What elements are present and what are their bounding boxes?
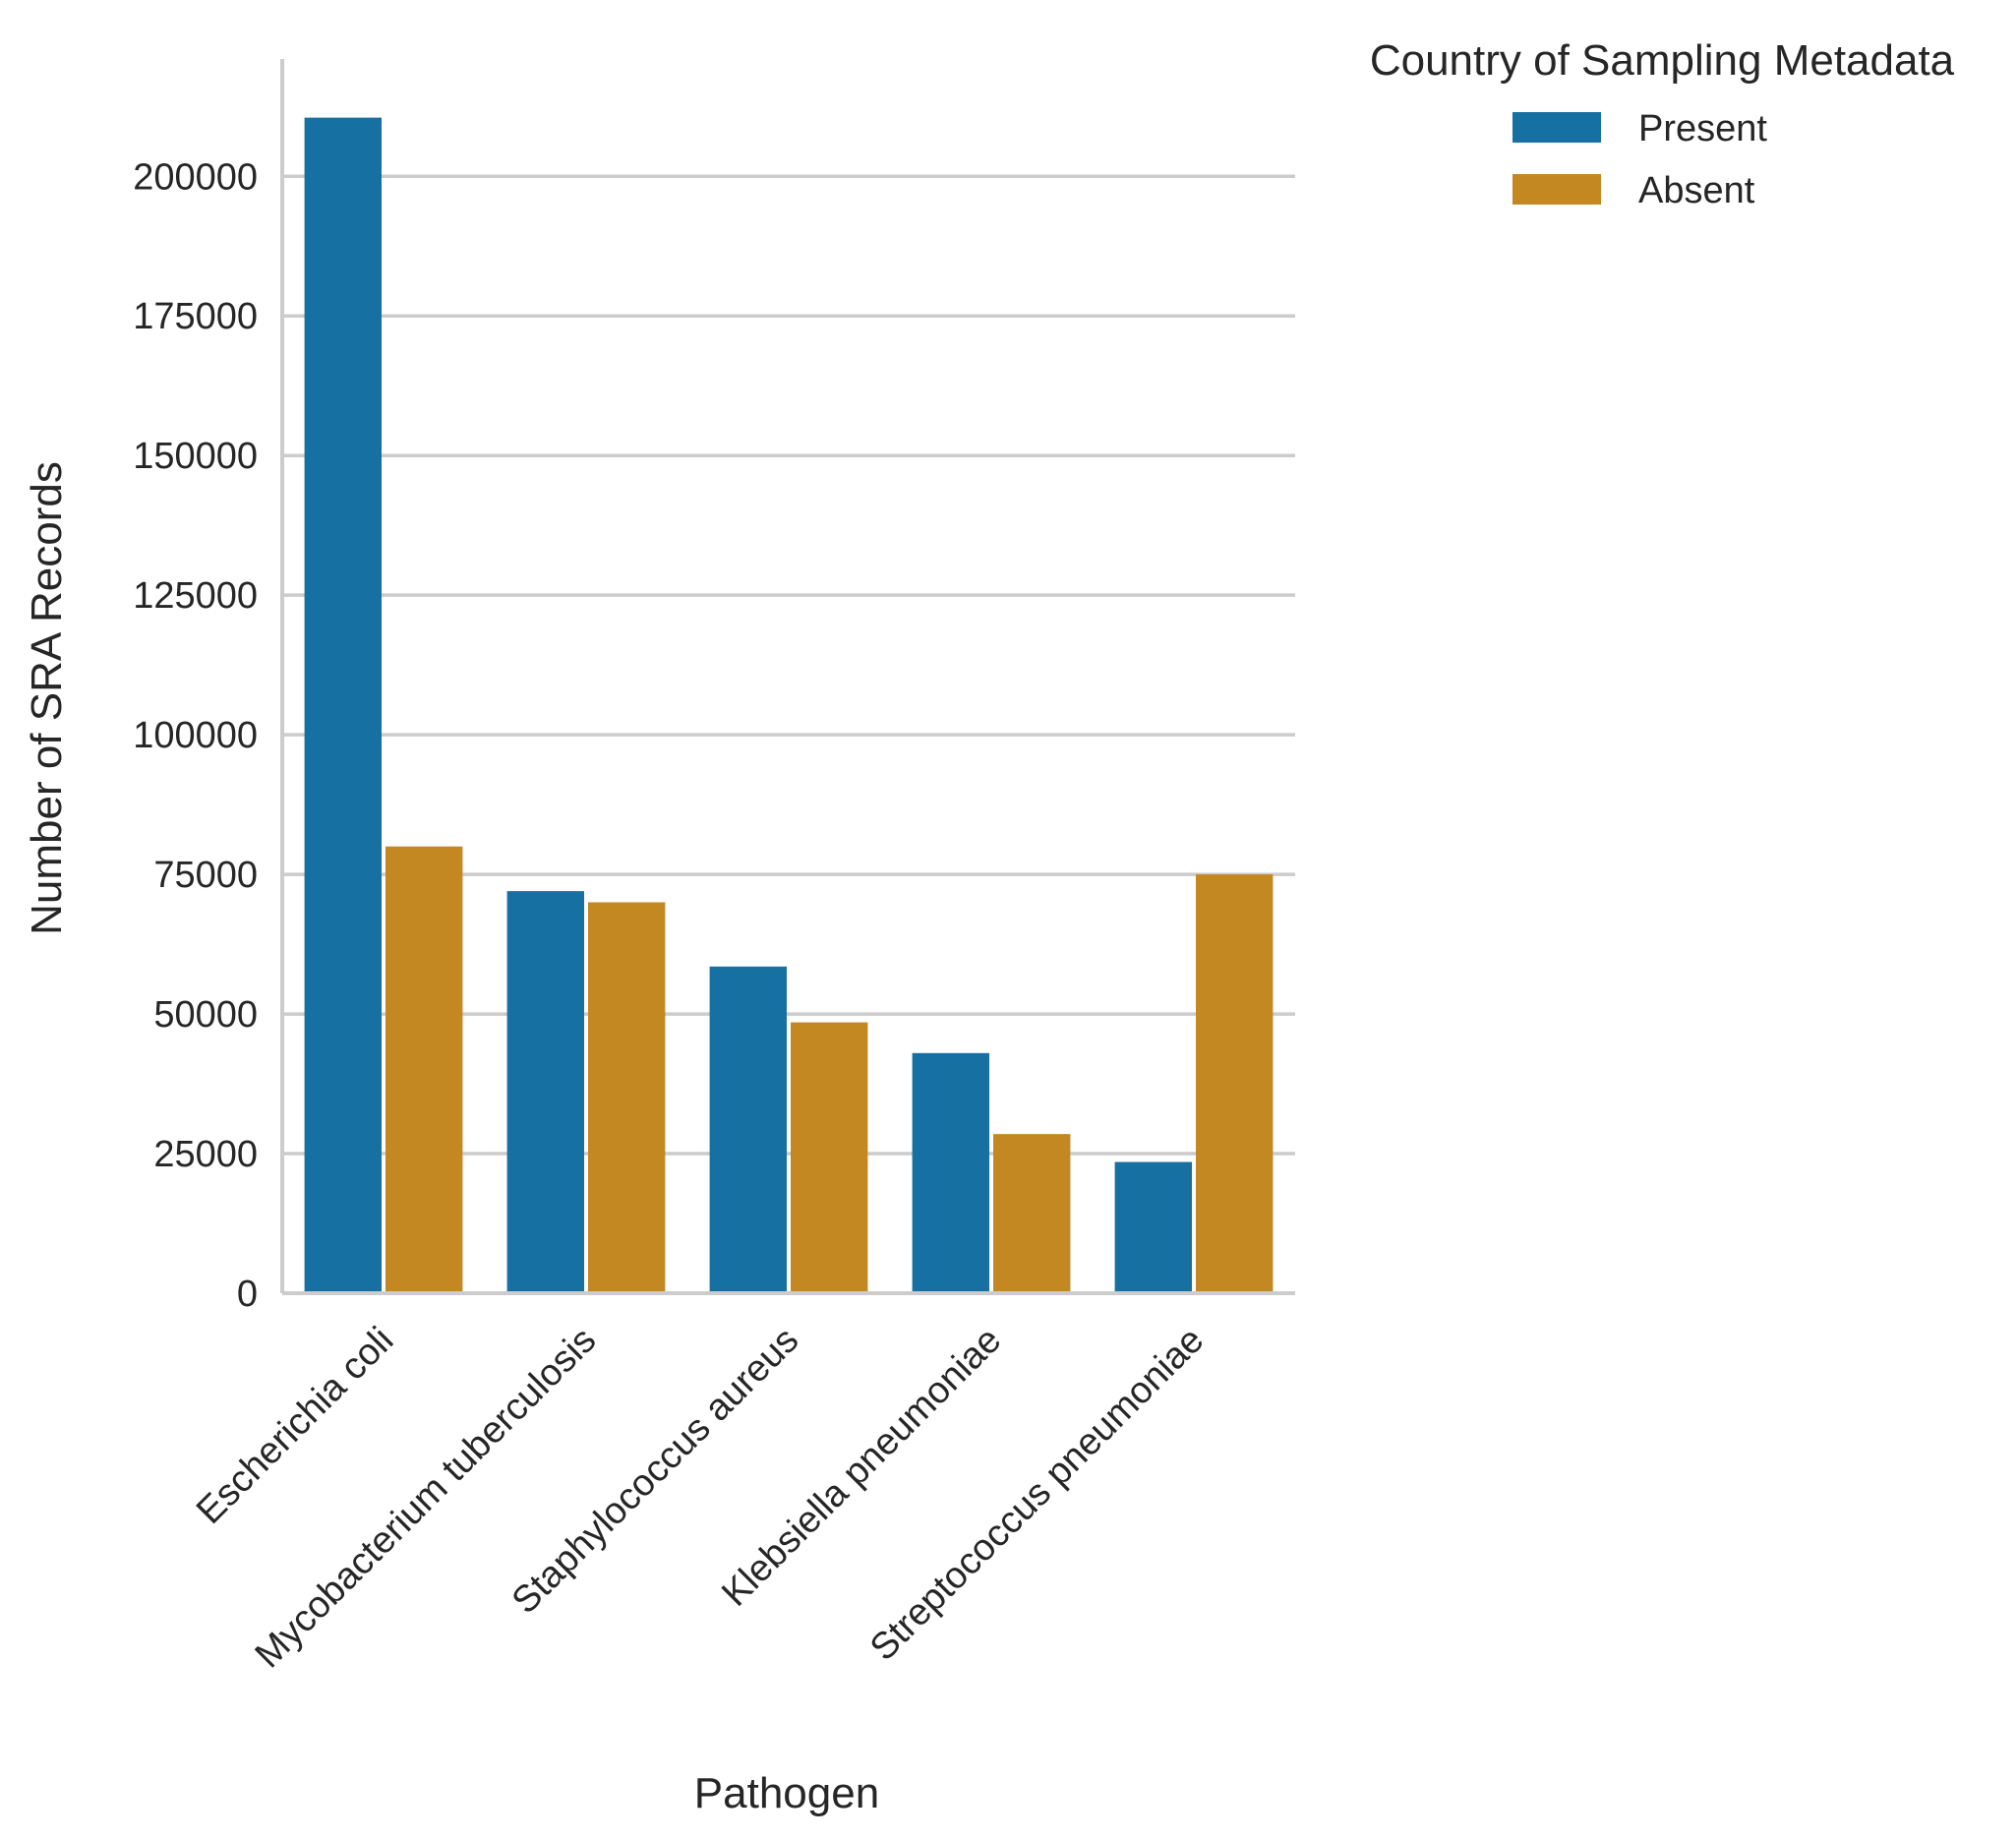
y-tick-label: 25000 [153,1134,258,1175]
bar-absent-3 [993,1134,1071,1293]
y-tick-label: 150000 [133,436,258,477]
legend-label-present: Present [1638,108,1767,149]
bar-absent-4 [1196,874,1274,1293]
x-tick-label: Escherichia coli [189,1320,401,1532]
bar-present-1 [506,891,584,1293]
bar-present-3 [912,1052,989,1293]
bar-present-2 [709,966,787,1293]
bar-present-0 [304,117,382,1293]
y-tick-label: 125000 [133,575,258,617]
legend: Country of Sampling Metadata Present Abse… [1370,36,1955,211]
legend-swatch-present [1512,112,1601,143]
legend-label-absent: Absent [1638,170,1755,211]
x-tick-label: Mycobacterium tuberculosis [248,1320,605,1677]
legend-title: Country of Sampling Metadata [1370,36,1955,85]
y-tick-label: 100000 [133,715,258,756]
bar-absent-0 [385,846,463,1293]
y-tick-label: 75000 [153,855,258,896]
y-tick-label: 0 [237,1274,258,1315]
y-tick-label: 175000 [133,296,258,337]
legend-swatch-absent [1512,174,1601,205]
bar-absent-2 [791,1022,868,1293]
axes [280,59,1295,1295]
x-axis-title: Pathogen [694,1769,879,1817]
y-tick-label: 50000 [153,994,258,1036]
x-tick-label: Streptococcus pneumoniae [862,1320,1212,1669]
y-axis-title: Number of SRA Records [23,461,71,935]
y-tick-label: 200000 [133,156,258,198]
bars [304,117,1274,1293]
y-tick-labels: 0 25000 50000 75000 100000 125000 150000 175000… [133,156,258,1315]
bar-absent-1 [588,902,666,1293]
bar-present-4 [1114,1161,1192,1293]
